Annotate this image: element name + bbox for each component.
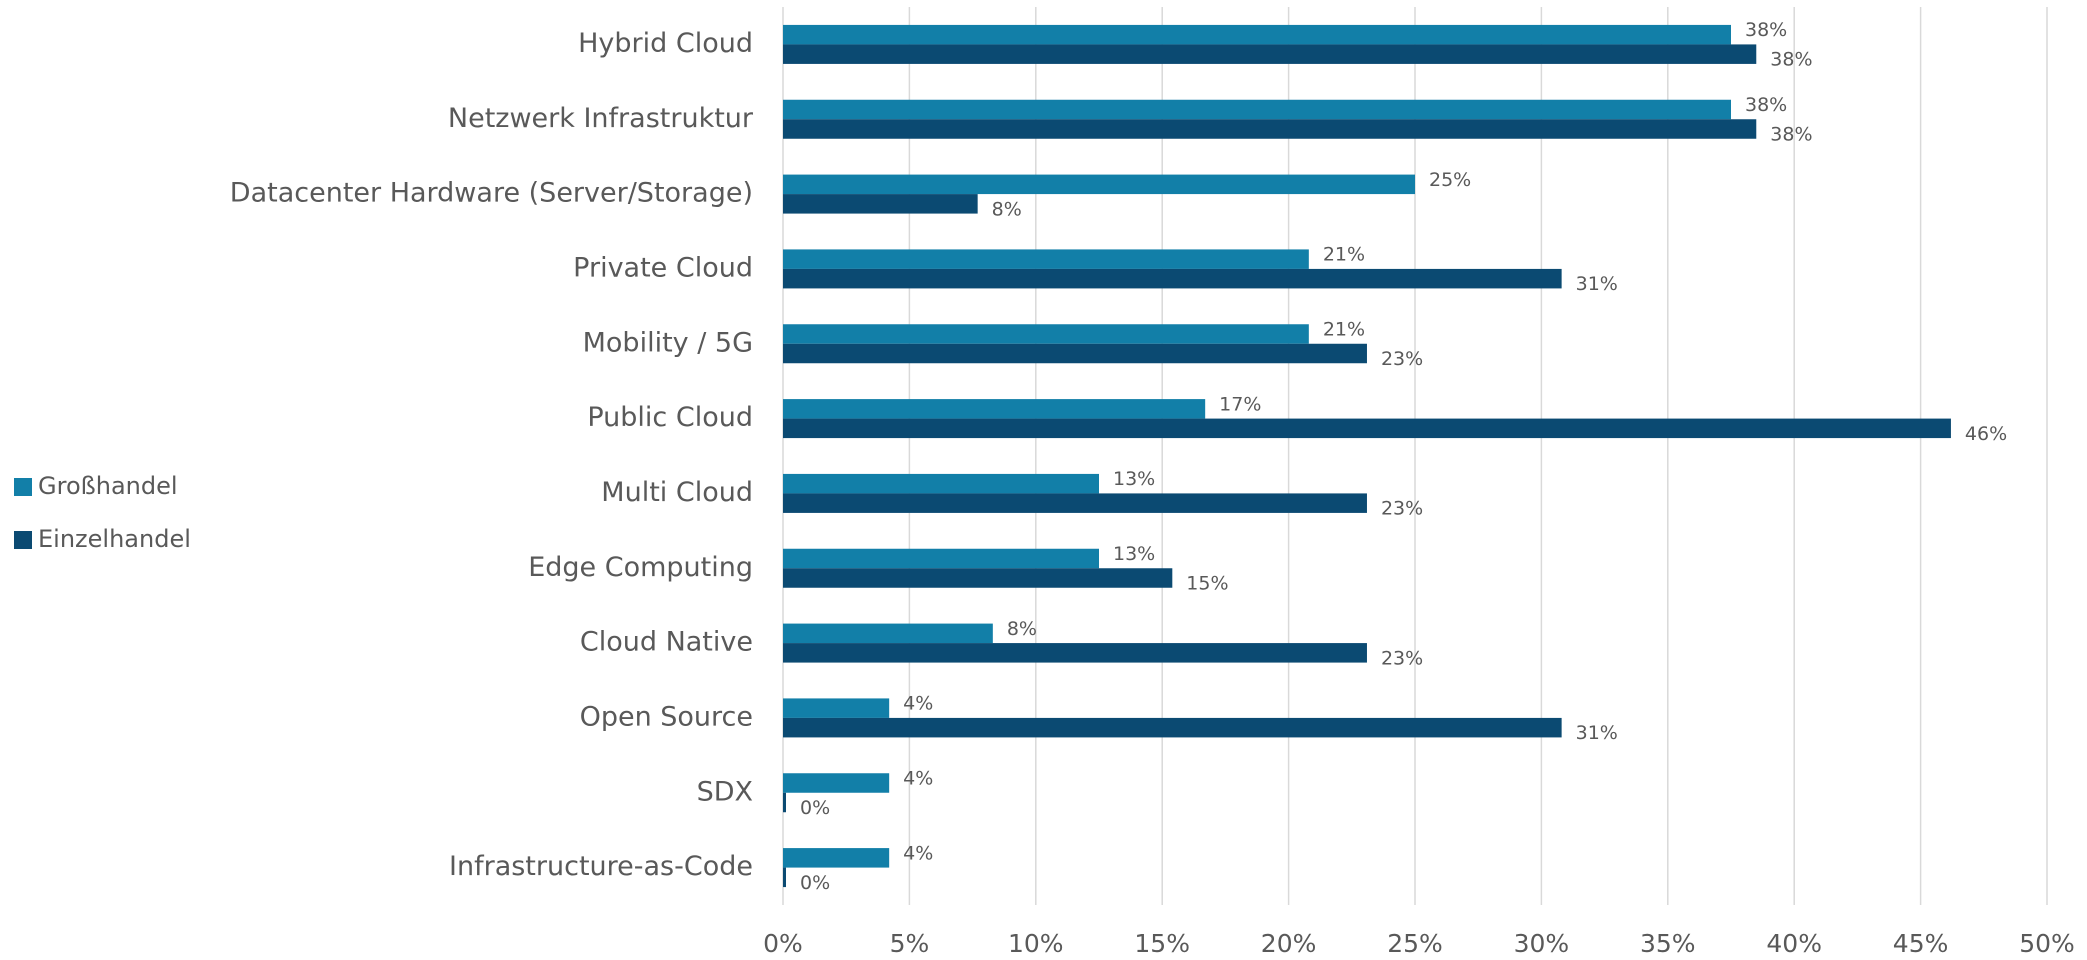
data-label: 4% — [903, 768, 933, 790]
bar — [783, 24, 1731, 45]
legend-label: Großhandel — [38, 472, 178, 500]
data-label: 13% — [1113, 543, 1155, 565]
bar — [783, 399, 1206, 419]
category-label: Hybrid Cloud — [578, 28, 753, 59]
category-label: Cloud Native — [580, 627, 753, 658]
x-tick-label: 35% — [1640, 929, 1696, 956]
data-label: 4% — [903, 842, 933, 864]
data-label: 38% — [1745, 94, 1787, 116]
data-label: 0% — [800, 797, 830, 819]
x-tick-label: 10% — [1008, 929, 1064, 956]
x-tick-label: 0% — [763, 929, 803, 956]
bar — [783, 324, 1309, 344]
category-label: Netzwerk Infrastruktur — [448, 103, 754, 134]
legend-swatch — [14, 478, 32, 496]
bar — [783, 698, 890, 718]
x-tick-label: 40% — [1766, 929, 1822, 956]
data-label: 31% — [1576, 273, 1618, 295]
data-label: 38% — [1770, 124, 1812, 146]
category-label: Datacenter Hardware (Server/Storage) — [230, 178, 753, 209]
bar — [783, 848, 890, 868]
data-label: 8% — [1007, 618, 1037, 640]
category-label: Multi Cloud — [601, 477, 753, 508]
bar — [783, 268, 1562, 289]
data-label: 15% — [1186, 573, 1228, 595]
category-label: Mobility / 5G — [583, 327, 753, 358]
data-label: 21% — [1323, 244, 1365, 266]
bar — [783, 418, 1951, 439]
data-label: 0% — [800, 872, 830, 894]
data-label: 13% — [1113, 468, 1155, 490]
bar — [783, 623, 993, 644]
data-label: 38% — [1745, 19, 1787, 41]
bar — [783, 867, 786, 888]
data-label: 8% — [992, 198, 1022, 220]
x-tick-label: 50% — [2019, 929, 2075, 956]
bar — [783, 568, 1173, 588]
bar — [783, 493, 1367, 513]
data-label: 46% — [1965, 423, 2007, 445]
x-tick-label: 20% — [1261, 929, 1317, 956]
category-label: SDX — [697, 776, 753, 807]
data-label: 4% — [903, 693, 933, 715]
category-label: Edge Computing — [528, 552, 753, 583]
data-label: 21% — [1323, 319, 1365, 341]
legend-swatch — [14, 531, 32, 549]
bar — [783, 773, 890, 793]
data-label: 23% — [1381, 647, 1423, 669]
bar — [783, 249, 1309, 269]
bar — [783, 643, 1367, 663]
data-label: 31% — [1576, 722, 1618, 744]
category-label: Public Cloud — [587, 402, 753, 433]
data-label: 38% — [1770, 49, 1812, 71]
bar — [783, 194, 978, 214]
bar — [783, 119, 1757, 139]
x-tick-label: 5% — [890, 929, 930, 956]
data-label: 25% — [1429, 169, 1471, 191]
category-label: Private Cloud — [573, 252, 753, 283]
bar — [783, 717, 1562, 738]
bar — [783, 473, 1099, 494]
bar — [783, 174, 1415, 195]
bar — [783, 548, 1099, 569]
bar — [783, 343, 1367, 364]
x-tick-label: 25% — [1387, 929, 1443, 956]
legend-label: Einzelhandel — [38, 525, 191, 553]
data-label: 17% — [1219, 393, 1261, 415]
data-label: 23% — [1381, 498, 1423, 520]
bar — [783, 44, 1757, 64]
x-tick-label: 30% — [1514, 929, 1570, 956]
category-label: Open Source — [580, 701, 753, 732]
bar — [783, 792, 786, 813]
x-tick-label: 15% — [1134, 929, 1190, 956]
bar — [783, 99, 1731, 120]
data-label: 23% — [1381, 348, 1423, 370]
x-tick-label: 45% — [1893, 929, 1949, 956]
category-label: Infrastructure-as-Code — [449, 851, 753, 882]
